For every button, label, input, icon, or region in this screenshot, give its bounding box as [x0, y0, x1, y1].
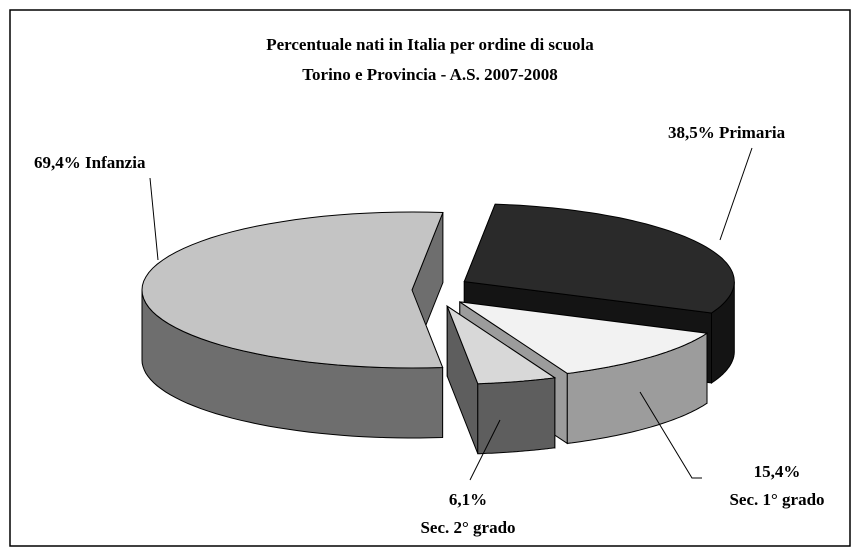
leader-line [719, 147, 753, 241]
value-label: 6,1% [449, 490, 487, 509]
slice [446, 304, 557, 385]
slice [463, 203, 735, 314]
chart-subtitle: Torino e Provincia - A.S. 2007-2008 [302, 65, 557, 84]
pie [141, 203, 735, 455]
category-label: Sec. 1° grado [729, 490, 824, 509]
value-label: 38,5% [668, 123, 715, 142]
slice [459, 301, 709, 374]
value-label: 15,4% [754, 462, 801, 481]
leader-line [469, 419, 501, 481]
category-label: Sec. 2° grado [420, 518, 515, 537]
slice-label: 38,5% Primaria [668, 123, 786, 142]
category-label: Infanzia [85, 153, 146, 172]
category-label: Primaria [719, 123, 786, 142]
leader-line [149, 177, 159, 261]
leader-line [639, 391, 702, 479]
slice-label: 69,4% Infanzia [34, 153, 146, 172]
slice [141, 211, 444, 369]
value-label: 69,4% [34, 153, 81, 172]
chart-title: Percentuale nati in Italia per ordine di… [266, 35, 594, 54]
